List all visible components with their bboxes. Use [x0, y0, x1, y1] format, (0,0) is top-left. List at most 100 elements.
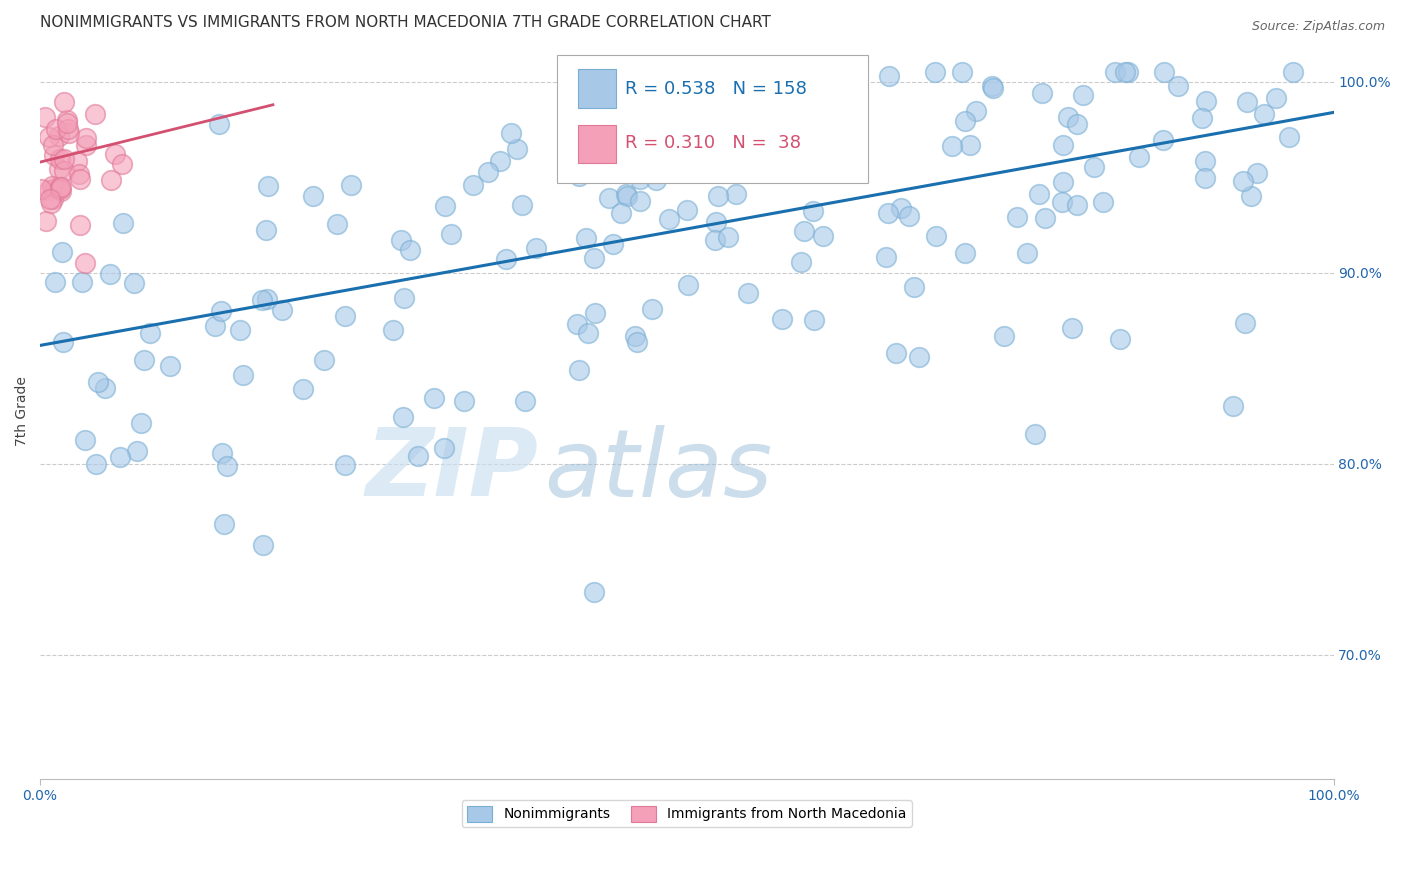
Point [981, 79, 1004, 94]
Point [204, 318, 226, 333]
Point [583, 585, 606, 599]
Point [728, 107, 751, 121]
Point [645, 173, 668, 187]
Point [803, 203, 825, 218]
Point [983, 80, 1005, 95]
Point [941, 138, 963, 153]
Legend: Nonimmigrants, Immigrants from North Macedonia: Nonimmigrants, Immigrants from North Mac… [461, 800, 912, 827]
Point [582, 251, 605, 265]
Point [568, 169, 591, 183]
Point [250, 293, 273, 307]
Point [706, 188, 728, 202]
Point [254, 223, 277, 237]
Point [93, 381, 115, 395]
Point [83, 107, 105, 121]
Point [72, 276, 94, 290]
Point [58, 121, 80, 136]
FancyBboxPatch shape [578, 70, 616, 108]
Point [953, 246, 976, 260]
Point [257, 179, 280, 194]
Point [1222, 399, 1244, 413]
Point [75, 131, 97, 145]
Point [66, 154, 89, 169]
Point [312, 352, 335, 367]
Point [793, 224, 815, 238]
Point [52, 335, 75, 350]
Point [489, 153, 512, 168]
Point [1104, 65, 1126, 79]
Point [1253, 107, 1275, 121]
Point [578, 326, 600, 340]
Point [1152, 132, 1174, 146]
Point [42, 192, 65, 206]
Point [1232, 174, 1254, 188]
Point [724, 187, 747, 202]
Point [803, 313, 825, 327]
Point [53, 152, 76, 166]
Point [256, 292, 278, 306]
Point [34, 111, 56, 125]
Point [1092, 195, 1115, 210]
Point [877, 69, 900, 83]
Point [647, 157, 669, 171]
Point [924, 65, 946, 79]
Point [461, 178, 484, 192]
Point [877, 206, 900, 220]
Point [211, 446, 233, 460]
Point [583, 306, 606, 320]
Point [56, 116, 79, 130]
Point [112, 216, 135, 230]
Point [897, 210, 920, 224]
Point [704, 165, 727, 179]
Point [1167, 79, 1189, 94]
Point [67, 167, 90, 181]
Point [1031, 87, 1053, 101]
Point [790, 255, 813, 269]
Point [626, 335, 648, 350]
Point [49, 180, 72, 194]
Point [1240, 189, 1263, 203]
Point [208, 117, 231, 131]
Point [993, 329, 1015, 343]
Y-axis label: 7th Grade: 7th Grade [15, 376, 30, 446]
Point [1066, 117, 1088, 131]
Point [1060, 320, 1083, 334]
Point [846, 103, 869, 117]
Point [433, 441, 456, 455]
Text: atlas: atlas [544, 425, 773, 516]
Point [512, 198, 534, 212]
Point [38, 130, 60, 145]
Text: ZIP: ZIP [366, 424, 538, 516]
Point [568, 363, 591, 377]
Point [252, 538, 274, 552]
Point [890, 201, 912, 215]
Point [1052, 194, 1074, 209]
Point [616, 189, 638, 203]
Point [565, 317, 588, 331]
Point [676, 278, 699, 293]
Point [389, 233, 412, 247]
Text: Source: ZipAtlas.com: Source: ZipAtlas.com [1251, 20, 1385, 33]
Point [209, 304, 232, 318]
Point [1052, 175, 1074, 189]
Point [392, 291, 415, 305]
Point [58, 126, 80, 140]
Point [453, 394, 475, 409]
Point [903, 280, 925, 294]
Point [139, 326, 162, 340]
Point [73, 256, 96, 270]
Point [513, 393, 536, 408]
Point [1108, 332, 1130, 346]
Point [602, 237, 624, 252]
Point [56, 112, 79, 127]
Point [737, 286, 759, 301]
Point [340, 178, 363, 192]
Point [717, 229, 740, 244]
Point [704, 233, 727, 247]
Point [110, 450, 132, 464]
Point [382, 322, 405, 336]
Point [768, 65, 790, 79]
Point [1191, 112, 1213, 126]
Point [1278, 130, 1301, 145]
Point [675, 202, 697, 217]
